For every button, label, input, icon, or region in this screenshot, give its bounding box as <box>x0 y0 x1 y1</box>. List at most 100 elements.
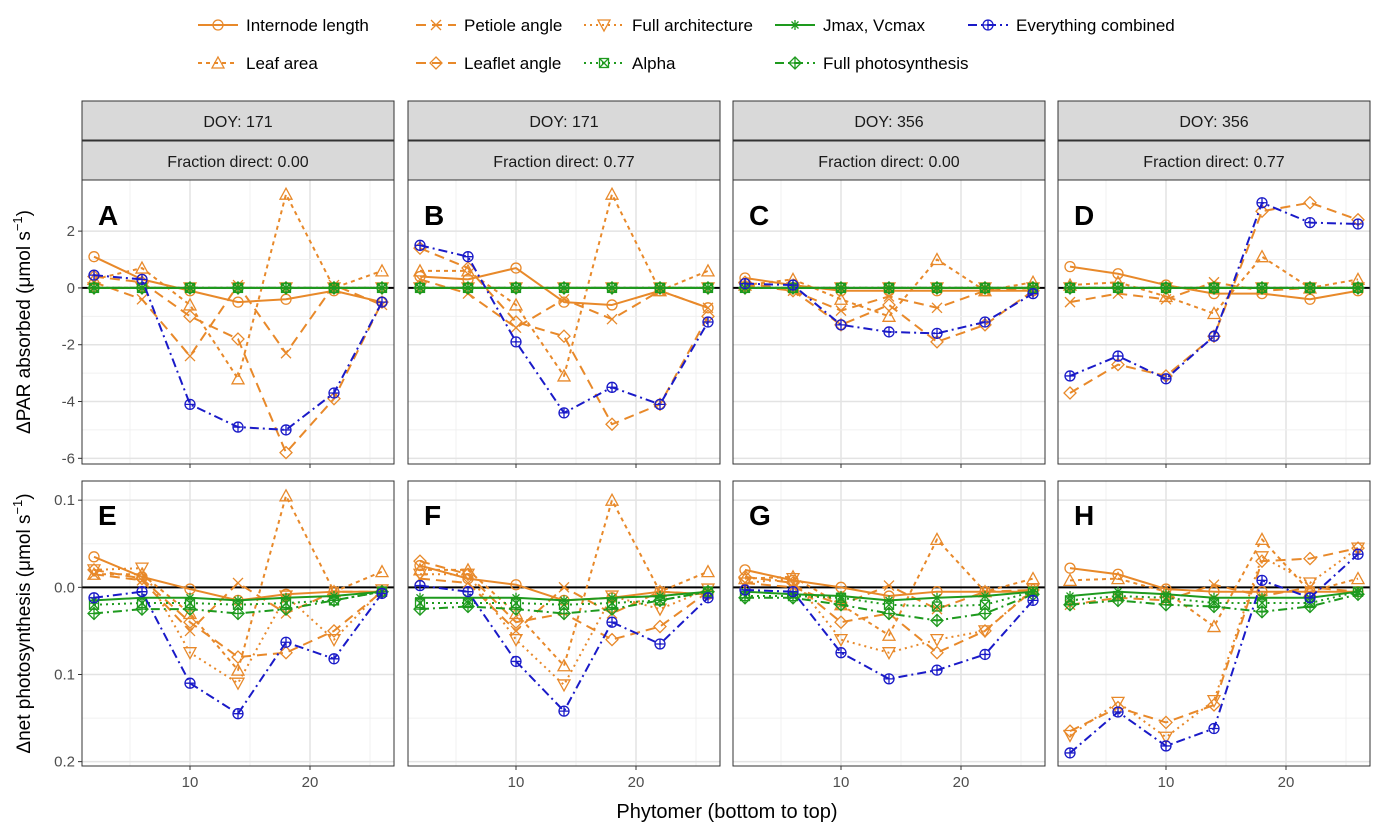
data-point <box>232 577 244 589</box>
y-tick-label: 0.2 <box>54 754 75 771</box>
data-point <box>1254 551 1270 565</box>
strip-doy: DOY: 171 <box>81 100 395 141</box>
panel-B: B <box>407 179 721 465</box>
data-point <box>511 592 521 603</box>
y-tick-label: 0.0 <box>54 579 75 596</box>
panel-D: D <box>1057 179 1371 465</box>
data-point <box>931 327 943 340</box>
y-tick-label: -4 <box>62 394 75 411</box>
strip-doy-label: DOY: 171 <box>203 114 272 131</box>
legend-label: Leaflet angle <box>464 54 561 73</box>
data-point <box>327 593 341 608</box>
data-point <box>1257 592 1267 603</box>
data-point <box>1064 370 1076 382</box>
data-point <box>702 316 714 328</box>
y-tick-label: 0 <box>67 280 75 297</box>
legend-marker-triup <box>210 55 226 69</box>
series-fullphoto <box>738 587 1040 628</box>
series-line <box>1069 567 1358 593</box>
panel-background <box>82 481 394 766</box>
data-point <box>280 347 292 359</box>
data-point <box>278 488 294 502</box>
data-point <box>376 296 388 308</box>
y-tick-label: 0.1 <box>54 666 75 683</box>
data-point <box>1206 619 1222 633</box>
strip-fraction-bg <box>1057 140 1371 181</box>
panel-border <box>732 179 1046 465</box>
data-point <box>700 564 716 578</box>
data-point <box>785 572 801 586</box>
data-point <box>556 679 572 693</box>
data-point <box>1159 281 1173 295</box>
data-point <box>88 269 100 281</box>
data-point <box>1063 386 1077 400</box>
series-fullphoto <box>87 281 389 295</box>
data-point <box>414 579 426 592</box>
x-axes: 10 20 10 20 10 20 10 20 <box>182 464 1294 791</box>
data-point <box>1206 694 1222 708</box>
data-point <box>232 421 244 433</box>
data-point <box>87 606 101 621</box>
series-fullarch <box>737 572 1041 661</box>
y-axis-label: ΔPAR absorbed (μmol s−1) <box>10 210 35 434</box>
y-tick-label: -6 <box>62 450 75 467</box>
data-point <box>834 615 848 630</box>
data-point <box>606 313 618 325</box>
data-point <box>88 592 100 604</box>
panel-letter: A <box>98 200 118 231</box>
x-tick-label: 10 <box>508 774 525 791</box>
plot-panels: A B C D E F G H <box>81 179 1371 767</box>
data-point <box>183 602 197 617</box>
panel-border <box>1057 179 1371 465</box>
data-point <box>184 677 196 689</box>
data-point <box>231 606 245 621</box>
legend-item-leaflet: Leaflet angle <box>416 54 561 73</box>
data-point <box>882 281 896 295</box>
data-point <box>135 602 149 617</box>
data-point <box>1112 706 1124 718</box>
y-tick-label: 2 <box>67 223 75 240</box>
data-point <box>977 625 993 639</box>
series-combined <box>739 278 1039 340</box>
data-point <box>509 602 523 617</box>
data-point <box>1303 195 1317 210</box>
legend-item-petiole: Petiole angle <box>416 16 562 35</box>
data-point <box>605 281 619 295</box>
series-fullphoto <box>413 584 715 621</box>
panel-border <box>407 480 721 767</box>
data-point <box>1255 604 1269 619</box>
x-tick-label: 20 <box>302 774 319 791</box>
data-point <box>1255 554 1269 569</box>
data-point <box>136 273 148 286</box>
data-point <box>508 297 524 311</box>
data-point <box>604 590 620 604</box>
panel-H: H <box>1057 480 1371 767</box>
data-point <box>1159 597 1173 612</box>
data-point <box>1255 204 1269 219</box>
panel-border <box>1057 480 1371 767</box>
facet-strips: DOY: 171 Fraction direct: 0.00 DOY: 171 Fra… <box>81 100 1371 181</box>
data-point <box>1064 747 1076 759</box>
data-point <box>654 638 666 650</box>
data-point <box>463 592 473 603</box>
legend-item-alpha: Alpha <box>584 54 676 73</box>
legend-marker-circle <box>212 19 224 31</box>
data-point <box>785 569 801 583</box>
series-combined <box>1064 548 1364 759</box>
legend-item-fullarch: Full architecture <box>584 16 753 35</box>
data-point <box>509 615 523 630</box>
data-point <box>230 371 246 385</box>
data-point <box>1027 287 1039 300</box>
panel-border <box>81 480 395 767</box>
data-point <box>978 281 992 295</box>
panel-letter: F <box>424 500 441 531</box>
strip-doy-bg <box>1057 100 1371 141</box>
series-line <box>1069 547 1359 739</box>
strip-doy-label: DOY: 356 <box>1179 114 1248 131</box>
series-combined <box>739 584 1039 685</box>
series-line <box>420 573 709 686</box>
x-tick-label: 10 <box>1158 774 1175 791</box>
data-point <box>460 568 476 582</box>
data-point <box>1352 218 1364 230</box>
data-point <box>883 580 895 592</box>
